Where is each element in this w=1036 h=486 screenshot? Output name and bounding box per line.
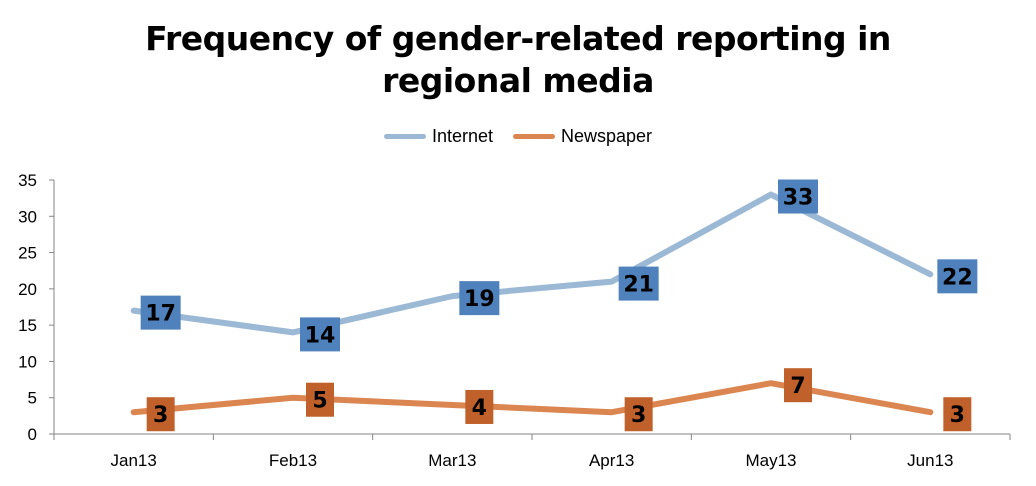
y-tick-label: 25 [18,244,37,263]
y-tick-label: 5 [28,389,37,408]
y-tick-label: 0 [28,425,37,444]
legend-swatch-internet [383,134,426,139]
legend-item-internet: Internet [383,126,493,147]
x-tick-label: Apr13 [589,451,634,470]
chart-title-line-1: Frequency of gender-related reporting in [145,19,891,58]
y-tick-label: 15 [18,316,37,335]
y-tick-label: 10 [18,352,37,371]
data-label-box-internet [937,259,978,294]
y-tick-label: 30 [18,207,37,226]
data-label-internet: 14 [305,323,336,348]
x-tick-label: Jun13 [907,451,953,470]
data-label-newspaper: 3 [631,403,646,428]
y-tick-label: 20 [18,280,37,299]
data-label-internet: 21 [623,273,654,298]
legend-swatch-newspaper [513,134,555,139]
series-line-internet [130,191,934,336]
chart-title-line-2: regional media [382,61,654,100]
data-label-newspaper: 4 [472,396,487,421]
legend-label-newspaper: Newspaper [561,126,653,146]
legend-item-newspaper: Newspaper [513,126,652,147]
y-tick-label: 35 [18,171,37,190]
data-label-box-internet [778,179,818,214]
data-label-box-internet [459,281,500,316]
data-label-internet: 19 [464,287,495,312]
data-label-box-internet [300,317,340,352]
data-label-newspaper: 3 [153,403,168,428]
data-label-box-newspaper [784,368,812,403]
x-tick-label: Jan13 [111,451,157,470]
data-label-box-newspaper [465,389,494,424]
data-label-internet: 33 [783,186,814,211]
x-tick-label: May13 [745,451,796,470]
data-label-box-internet [618,266,659,301]
data-label-box-newspaper [306,382,334,417]
data-label-box-newspaper [146,397,175,432]
data-label-box-newspaper [624,397,653,432]
x-tick-label: Mar13 [428,451,476,470]
data-label-newspaper: 3 [950,403,965,428]
x-tick-label: Feb13 [269,451,317,470]
data-label-box-newspaper [943,397,972,432]
chart-title: Frequency of gender-related reporting in… [0,18,1036,102]
data-label-box-internet [140,295,181,330]
data-label-newspaper: 5 [312,389,327,414]
legend-label-internet: Internet [431,126,493,146]
chart-legend: Internet Newspaper [0,126,1036,147]
data-label-internet: 22 [942,265,973,290]
data-label-newspaper: 7 [790,374,805,399]
data-label-internet: 17 [145,302,176,327]
